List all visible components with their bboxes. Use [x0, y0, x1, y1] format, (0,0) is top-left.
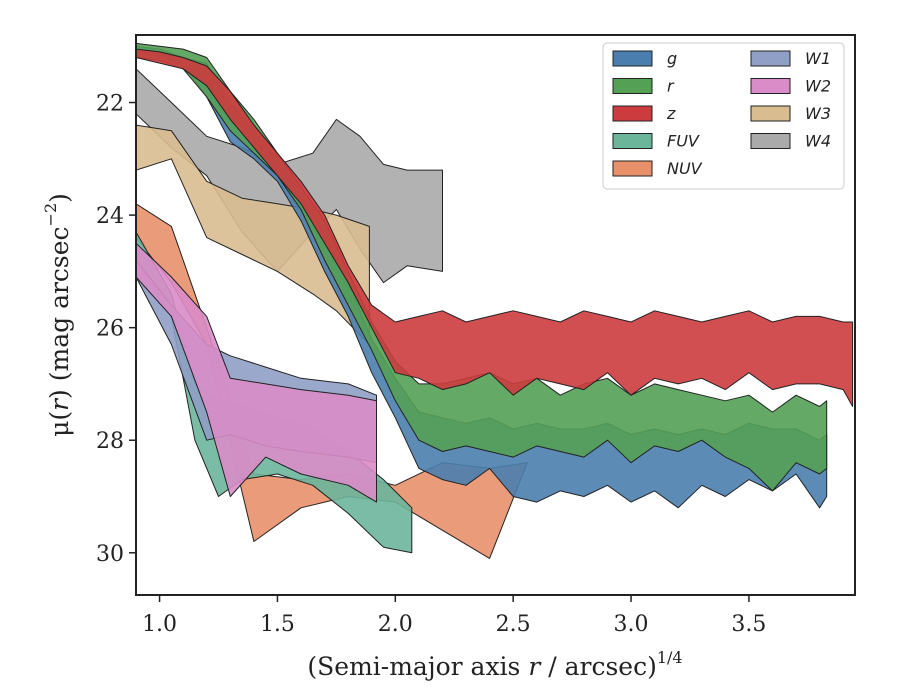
x-tick-label: 1.5	[260, 612, 295, 637]
legend-swatch-r	[612, 78, 653, 94]
y-tick-label: 30	[96, 542, 124, 567]
legend-label-w3: W3	[805, 104, 831, 123]
legend-swatch-g	[612, 50, 653, 67]
legend-swatch-w1	[750, 50, 791, 67]
y-axis: 22 24 26 28 30	[96, 92, 136, 567]
x-tick-label: 3.5	[731, 612, 766, 637]
x-tick-label: 3.0	[614, 612, 649, 637]
legend-label-w1: W1	[805, 49, 831, 68]
y-tick-label: 28	[96, 429, 124, 454]
legend-label-g: g	[667, 49, 677, 68]
legend-swatch-z	[612, 105, 653, 122]
x-axis: 1.0 1.5 2.0 2.5 3.0 3.5	[142, 595, 766, 637]
legend-label-r: r	[667, 77, 675, 96]
band-z	[136, 48, 854, 407]
y-tick-label: 22	[96, 92, 124, 117]
x-axis-title: (Semi-major axis r / arcsec)1/4	[307, 648, 682, 681]
y-axis-title: μ(r) (mag arcsec−2)	[41, 193, 74, 437]
legend-label-w4: W4	[805, 132, 831, 151]
legend-swatch-w4	[750, 133, 791, 149]
series-layer	[136, 42, 854, 559]
y-tick-label: 24	[96, 204, 124, 229]
legend-swatch-nuv	[612, 160, 653, 177]
legend-swatch-w2	[750, 78, 791, 94]
legend-label-nuv: NUV	[667, 159, 703, 178]
legend-label-fuv: FUV	[667, 132, 700, 151]
legend-swatch-w3	[750, 105, 791, 122]
legend-label-z: z	[666, 104, 676, 123]
x-tick-label: 1.0	[142, 612, 177, 637]
legend: grz FUV NUV W1 W2 W3 W4	[602, 42, 845, 190]
legend-label-w2: W2	[805, 77, 831, 96]
band-w2	[136, 242, 377, 503]
plot-frame	[135, 34, 856, 596]
y-tick-label: 26	[96, 317, 124, 342]
x-tick-label: 2.0	[378, 612, 413, 637]
legend-swatch-fuv	[612, 133, 653, 149]
x-tick-label: 2.5	[496, 612, 531, 637]
